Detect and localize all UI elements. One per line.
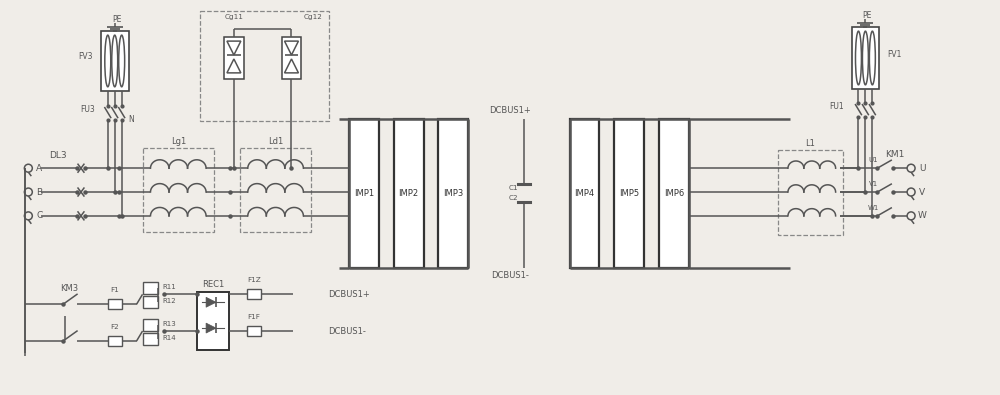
Bar: [614, 118, 644, 267]
Bar: [240, 149, 311, 232]
Bar: [143, 296, 158, 308]
Text: PE: PE: [863, 11, 872, 20]
Text: R13: R13: [162, 321, 176, 327]
Text: Lg1: Lg1: [171, 137, 186, 146]
Bar: [282, 37, 301, 79]
Text: DCBUS1+: DCBUS1+: [489, 106, 531, 115]
Bar: [143, 333, 158, 345]
Text: R14: R14: [162, 335, 176, 341]
Text: IMP4: IMP4: [574, 188, 594, 198]
Text: F1Z: F1Z: [247, 277, 261, 284]
Bar: [394, 118, 424, 267]
Bar: [101, 31, 129, 91]
Bar: [349, 118, 379, 267]
Polygon shape: [206, 297, 216, 307]
Bar: [200, 11, 329, 120]
Text: L1: L1: [805, 139, 815, 148]
Text: IMP3: IMP3: [443, 188, 463, 198]
Text: DCBUS1-: DCBUS1-: [328, 327, 366, 336]
Text: Cg11: Cg11: [224, 14, 243, 20]
Text: FV3: FV3: [78, 53, 93, 62]
Bar: [570, 118, 599, 267]
Polygon shape: [206, 323, 216, 333]
Bar: [778, 150, 843, 235]
Text: DCBUS1+: DCBUS1+: [328, 290, 370, 299]
Bar: [143, 319, 158, 331]
Bar: [438, 118, 468, 267]
Text: R11: R11: [162, 284, 176, 290]
Text: R12: R12: [162, 298, 176, 304]
Text: F2: F2: [110, 324, 119, 330]
Text: U1: U1: [869, 157, 878, 163]
Bar: [108, 299, 122, 309]
Text: F1F: F1F: [247, 314, 260, 320]
Text: V: V: [919, 188, 925, 197]
Text: KM1: KM1: [886, 150, 905, 159]
Bar: [197, 292, 229, 350]
Text: W1: W1: [868, 205, 879, 211]
Text: KM3: KM3: [60, 284, 78, 293]
Text: REC1: REC1: [202, 280, 224, 289]
Bar: [247, 290, 261, 299]
Text: Ld1: Ld1: [268, 137, 283, 146]
Text: IMP6: IMP6: [664, 188, 684, 198]
Text: PE: PE: [112, 15, 121, 24]
Text: C: C: [36, 211, 43, 220]
Text: C1: C1: [509, 185, 519, 191]
Text: F1: F1: [110, 287, 119, 293]
Text: FU3: FU3: [80, 105, 95, 114]
Bar: [108, 336, 122, 346]
Text: DL3: DL3: [49, 151, 67, 160]
Text: IMP2: IMP2: [399, 188, 419, 198]
Text: DCBUS1-: DCBUS1-: [491, 271, 529, 280]
Text: C2: C2: [509, 195, 519, 201]
Bar: [143, 149, 214, 232]
Bar: [247, 326, 261, 336]
Text: B: B: [36, 188, 42, 197]
Text: N: N: [129, 115, 134, 124]
Bar: [143, 282, 158, 294]
Text: FU1: FU1: [829, 102, 844, 111]
Text: A: A: [36, 164, 42, 173]
Bar: [852, 27, 879, 89]
Text: IMP1: IMP1: [354, 188, 374, 198]
Bar: [659, 118, 689, 267]
Text: Cg12: Cg12: [304, 14, 323, 20]
Text: FV1: FV1: [887, 49, 902, 58]
Text: V1: V1: [869, 181, 878, 187]
Text: U: U: [919, 164, 925, 173]
Text: W: W: [918, 211, 926, 220]
Text: IMP5: IMP5: [619, 188, 639, 198]
Bar: [224, 37, 244, 79]
